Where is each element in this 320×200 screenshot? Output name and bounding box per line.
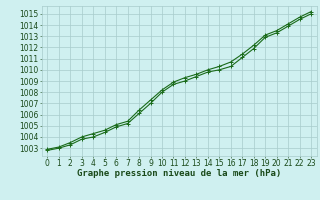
X-axis label: Graphe pression niveau de la mer (hPa): Graphe pression niveau de la mer (hPa) [77, 169, 281, 178]
